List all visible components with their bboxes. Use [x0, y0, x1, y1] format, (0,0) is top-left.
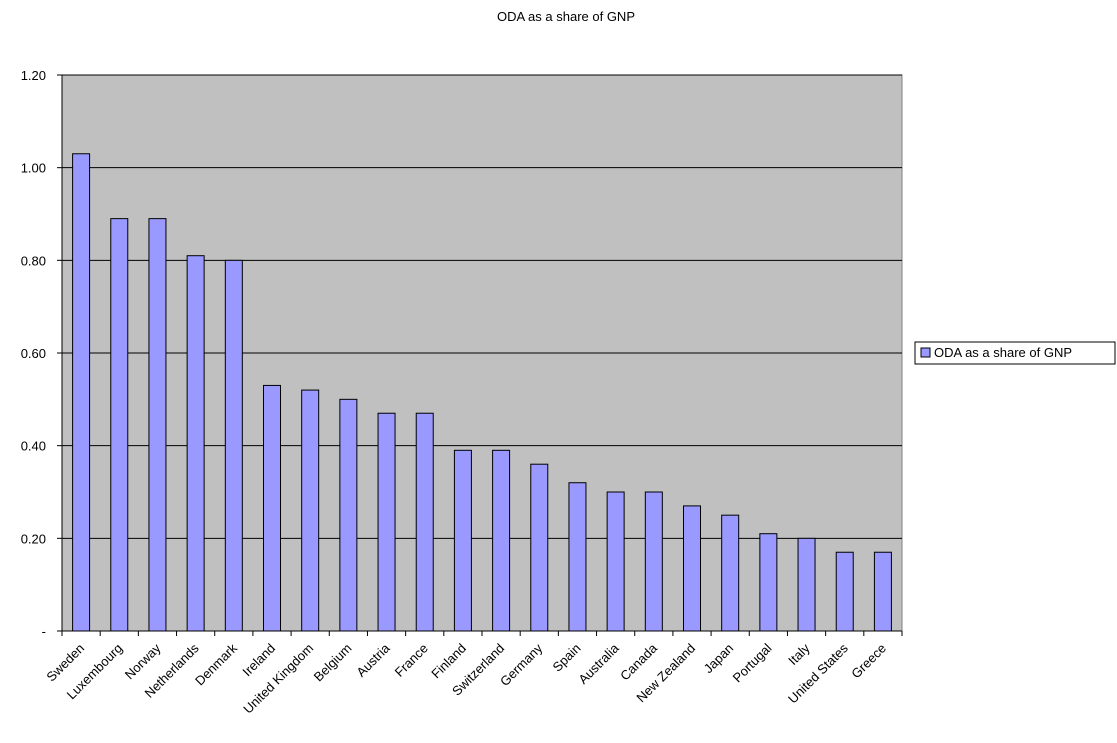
bar [568, 482, 587, 632]
bar [263, 384, 281, 632]
x-tick-label: Portugal [730, 640, 775, 685]
legend-box [914, 341, 1116, 365]
x-tick-label: Greece [848, 641, 889, 682]
bar [530, 463, 549, 632]
axes [57, 74, 903, 636]
bars [72, 153, 892, 632]
legend-swatch [920, 347, 931, 358]
y-tick-label: - [42, 624, 46, 639]
legend: ODA as a share of GNP [914, 341, 1116, 365]
bar [453, 449, 472, 632]
x-tick-label: Japan [701, 641, 737, 677]
bar [301, 389, 320, 632]
bar [110, 218, 129, 632]
x-tick-label: Austria [353, 640, 393, 680]
bar [835, 551, 854, 632]
legend-label: ODA as a share of GNP [934, 345, 1072, 360]
chart-title: ODA as a share of GNP [497, 9, 635, 24]
bar [683, 505, 701, 632]
y-tick-labels: - 0.20 0.40 0.60 0.80 1.00 1.20 [21, 68, 46, 639]
x-tick-label: United Kingdom [240, 641, 316, 717]
y-tick-label: 0.60 [21, 346, 46, 361]
x-tick-label: Spain [549, 641, 583, 675]
x-tick-label: Australia [575, 640, 622, 687]
x-tick-label: Italy [785, 640, 813, 668]
bar [339, 398, 358, 632]
bar [72, 153, 91, 632]
y-tick-label: 1.00 [21, 161, 46, 176]
bar [492, 449, 511, 632]
bar [415, 412, 434, 632]
bar [873, 551, 892, 632]
bar [224, 259, 243, 632]
x-tick-labels: SwedenLuxembourgNorwayNetherlandsDenmark… [43, 640, 889, 717]
y-tick-label: 0.20 [21, 531, 46, 546]
y-tick-label: 0.80 [21, 253, 46, 268]
x-tick-label: Denmark [192, 640, 240, 688]
bar [377, 412, 396, 632]
x-tick-label: Germany [497, 640, 546, 689]
y-tick-label: 0.40 [21, 439, 46, 454]
bar [759, 533, 778, 632]
bar [186, 255, 205, 632]
bar [148, 218, 167, 632]
y-tick-label: 1.20 [21, 68, 46, 83]
bar [644, 491, 663, 632]
x-tick-label: Belgium [311, 641, 355, 685]
bar [606, 491, 625, 632]
bar [721, 514, 740, 632]
x-tick-label: France [392, 641, 431, 680]
bar [797, 537, 816, 632]
